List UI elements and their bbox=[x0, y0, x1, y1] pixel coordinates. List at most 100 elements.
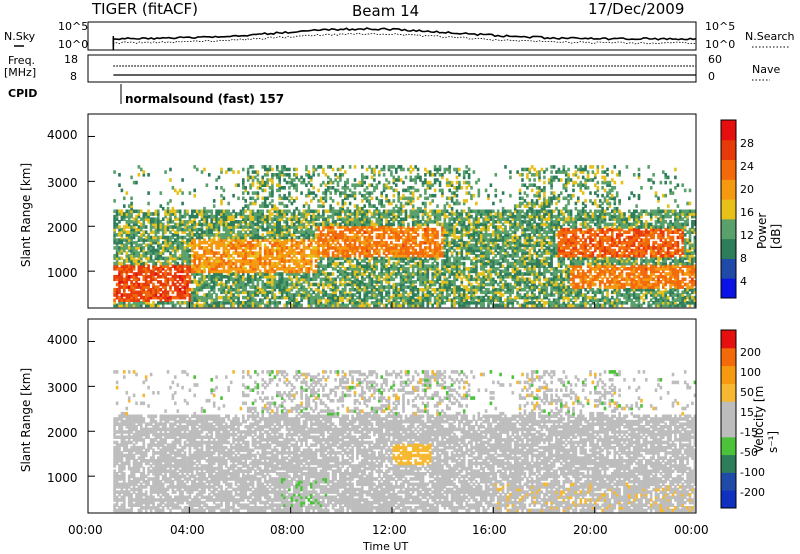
power-cell bbox=[171, 235, 175, 240]
power-cell bbox=[142, 267, 146, 271]
power-cell bbox=[348, 259, 352, 263]
power-cell bbox=[142, 238, 146, 242]
power-cell bbox=[263, 303, 267, 308]
power-cell bbox=[334, 293, 337, 297]
power-cell bbox=[283, 287, 286, 292]
power-cell bbox=[234, 235, 238, 240]
power-cell bbox=[373, 243, 376, 248]
freq-tick-bottom: 8 bbox=[70, 70, 77, 83]
power-cell bbox=[118, 267, 121, 271]
power-cell bbox=[293, 248, 296, 253]
power-cell bbox=[334, 178, 337, 182]
power-cell bbox=[123, 267, 126, 271]
power-cell bbox=[225, 222, 228, 227]
power-cell bbox=[441, 175, 444, 180]
power-cell bbox=[263, 217, 267, 221]
power-cell bbox=[334, 173, 337, 177]
power-cell bbox=[246, 225, 250, 229]
power-cell bbox=[200, 280, 204, 284]
power-cell bbox=[458, 251, 461, 255]
power-cell bbox=[324, 209, 328, 214]
power-cell bbox=[358, 212, 362, 216]
power-cell bbox=[297, 222, 301, 227]
power-cell bbox=[431, 240, 434, 245]
power-cell bbox=[424, 254, 427, 258]
power-cell bbox=[424, 274, 427, 279]
power-cell bbox=[176, 248, 180, 253]
power-cell bbox=[373, 212, 376, 216]
power-cell bbox=[254, 290, 257, 295]
power-cell bbox=[222, 227, 226, 232]
power-cell bbox=[365, 238, 369, 242]
power-cell bbox=[482, 227, 485, 232]
power-cell bbox=[322, 251, 325, 255]
power-cell bbox=[154, 248, 158, 253]
power-cell bbox=[479, 264, 483, 268]
power-cell bbox=[475, 230, 478, 234]
power-cell bbox=[210, 274, 213, 279]
power-cell bbox=[300, 233, 303, 237]
power-cell bbox=[217, 301, 221, 305]
power-cell bbox=[462, 290, 466, 295]
power-cell bbox=[280, 217, 284, 221]
power-cell bbox=[479, 282, 483, 287]
power-cell bbox=[290, 293, 294, 297]
power-cell bbox=[373, 170, 376, 174]
power-cell bbox=[249, 240, 252, 245]
power-cell bbox=[416, 196, 420, 201]
power-cell bbox=[397, 254, 400, 258]
power-cell bbox=[368, 280, 371, 284]
power-cell bbox=[368, 251, 371, 255]
power-cell bbox=[317, 256, 320, 261]
power-cell bbox=[254, 238, 257, 242]
freq-tick-top: 18 bbox=[64, 53, 78, 66]
power-cell bbox=[188, 295, 192, 300]
power-cell bbox=[336, 188, 340, 193]
power-cell bbox=[460, 220, 464, 224]
power-cell bbox=[246, 295, 250, 300]
power-cell bbox=[278, 280, 281, 284]
power-cell bbox=[419, 269, 422, 274]
power-cell bbox=[161, 230, 165, 234]
power-cell bbox=[278, 285, 281, 289]
power-cell bbox=[387, 269, 391, 274]
power-cell bbox=[375, 259, 379, 263]
power-cell bbox=[317, 290, 320, 295]
power-cell bbox=[433, 269, 437, 274]
power-cell bbox=[411, 204, 415, 208]
power-cell bbox=[276, 209, 279, 214]
power-cell bbox=[390, 170, 393, 174]
power-cell bbox=[392, 285, 396, 289]
power-cell bbox=[312, 274, 315, 279]
power-cell bbox=[390, 225, 393, 229]
power-cell bbox=[305, 295, 308, 300]
power-cell bbox=[426, 298, 430, 302]
power-cell bbox=[268, 269, 272, 274]
power-cell bbox=[217, 251, 221, 255]
power-cell bbox=[266, 272, 269, 276]
power-cell bbox=[132, 180, 136, 185]
power-cell bbox=[334, 238, 337, 242]
power-cell bbox=[382, 272, 386, 276]
power-cell bbox=[191, 222, 194, 227]
power-cell bbox=[188, 235, 192, 240]
power-cell bbox=[229, 267, 233, 271]
power-cell bbox=[409, 282, 413, 287]
power-cell bbox=[242, 186, 245, 190]
power-cell bbox=[407, 225, 410, 229]
power-cell bbox=[470, 196, 473, 201]
power-cell bbox=[220, 287, 223, 292]
power-cell bbox=[392, 254, 396, 258]
power-cell bbox=[307, 230, 311, 234]
power-cell bbox=[331, 261, 335, 266]
power-cell bbox=[436, 287, 439, 292]
power-cell bbox=[327, 180, 330, 185]
power-cell bbox=[200, 272, 204, 276]
power-cell bbox=[467, 267, 471, 271]
power-cell bbox=[314, 274, 318, 279]
power-cell bbox=[242, 233, 245, 237]
power-cell bbox=[344, 251, 347, 255]
power-cell bbox=[346, 180, 349, 185]
power-cell bbox=[363, 267, 366, 271]
power-cell bbox=[188, 280, 192, 284]
